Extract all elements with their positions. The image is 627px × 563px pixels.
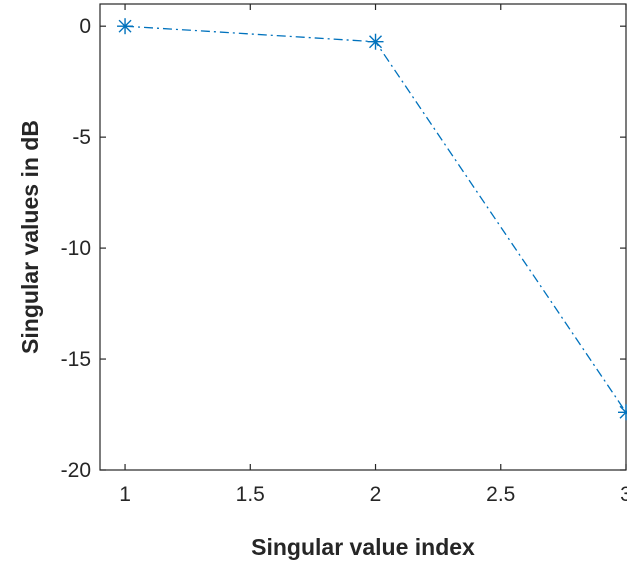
data-point <box>367 33 384 50</box>
x-tick-label: 2.5 <box>486 483 515 506</box>
x-tick-label: 1 <box>119 483 131 506</box>
series-group <box>117 18 627 421</box>
y-tick-label: -20 <box>61 459 91 482</box>
axes-box <box>99 3 627 471</box>
data-point <box>117 18 134 35</box>
x-tick-label: 1.5 <box>236 483 265 506</box>
plot-area: 1 1.5 2 2.5 3 0 -5 -10 -15 -20 <box>61 3 627 506</box>
x-ticks: 1 1.5 2 2.5 3 <box>119 4 627 506</box>
x-tick-label: 3 <box>620 483 627 506</box>
y-tick-label: 0 <box>79 15 91 38</box>
y-tick-label: -10 <box>61 237 91 260</box>
y-ticks: 0 -5 -10 -15 -20 <box>61 15 626 482</box>
data-point <box>618 404 627 421</box>
x-axis-label: Singular value index <box>251 534 475 560</box>
series-line <box>125 25 627 413</box>
y-tick-label: -5 <box>72 126 91 149</box>
y-axis-label: Singular values in dB <box>17 120 43 354</box>
x-tick-label: 2 <box>370 483 382 506</box>
y-tick-label: -15 <box>61 348 91 371</box>
